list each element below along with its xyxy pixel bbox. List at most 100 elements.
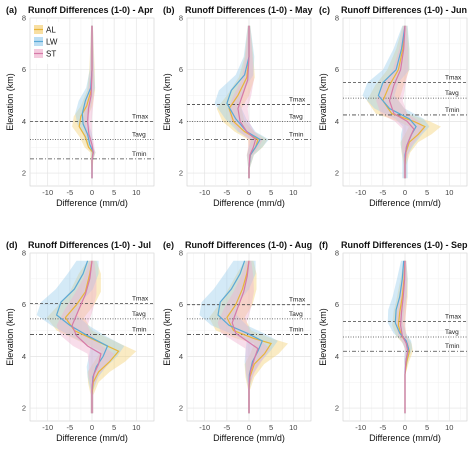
band-lw xyxy=(362,25,430,179)
x-axis-label: Difference (mm/d) xyxy=(213,198,285,208)
x-tick-label: 10 xyxy=(289,423,297,432)
y-axis-label: Elevation (km) xyxy=(5,308,15,366)
y-axis-label: Elevation (km) xyxy=(162,73,172,131)
threshold-label-tavg: Tavg xyxy=(445,329,459,336)
y-tick-label: 8 xyxy=(22,249,26,258)
y-tick-label: 8 xyxy=(335,249,339,258)
y-tick-label: 6 xyxy=(179,65,183,74)
x-tick-label: 5 xyxy=(425,188,429,197)
x-tick-label: 10 xyxy=(289,188,297,197)
x-tick-label: 5 xyxy=(269,188,273,197)
x-tick-label: 5 xyxy=(425,423,429,432)
x-tick-label: -10 xyxy=(355,188,366,197)
y-tick-label: 2 xyxy=(335,169,339,178)
y-tick-label: 6 xyxy=(22,65,26,74)
threshold-label-tmin: Tmin xyxy=(132,151,147,158)
legend: AL LW ST xyxy=(32,22,60,64)
x-axis-label: Difference (mm/d) xyxy=(56,433,128,443)
y-tick-label: 2 xyxy=(22,404,26,413)
y-tick-label: 6 xyxy=(335,300,339,309)
y-axis-label: Elevation (km) xyxy=(5,73,15,131)
panel-title: Runoff Differences (1-0) - May xyxy=(185,5,313,15)
y-tick-label: 4 xyxy=(179,352,183,361)
y-tick-label: 2 xyxy=(179,404,183,413)
x-tick-label: -5 xyxy=(67,188,74,197)
panel-2: (b) Runoff Differences (1-0) - May -10 -5 0 5… xyxy=(162,5,313,208)
series-line-st xyxy=(237,25,257,179)
panel-letter: (d) xyxy=(6,240,18,250)
x-tick-label: -5 xyxy=(380,423,387,432)
y-tick-label: 4 xyxy=(22,352,26,361)
x-tick-label: -10 xyxy=(199,188,210,197)
y-tick-label: 4 xyxy=(335,117,339,126)
panel-title: Runoff Differences (1-0) - Jun xyxy=(341,5,467,15)
y-tick-label: 8 xyxy=(179,249,183,258)
threshold-label-tmax: Tmax xyxy=(289,297,306,304)
y-axis-label: Elevation (km) xyxy=(318,308,328,366)
x-axis-label: Difference (mm/d) xyxy=(213,433,285,443)
threshold-label-tmax: Tmax xyxy=(132,113,149,120)
band-st xyxy=(56,260,115,414)
x-tick-label: 5 xyxy=(269,423,273,432)
panel-letter: (f) xyxy=(319,240,328,250)
band-st xyxy=(376,25,425,179)
panel-title: Runoff Differences (1-0) - Sep xyxy=(341,240,468,250)
x-tick-label: 0 xyxy=(247,188,251,197)
band-al xyxy=(46,260,137,414)
x-tick-label: -10 xyxy=(355,423,366,432)
band-st xyxy=(217,260,271,414)
legend-label-st: ST xyxy=(46,50,56,59)
series-line-st xyxy=(399,260,409,414)
y-axis-label: Elevation (km) xyxy=(162,308,172,366)
x-tick-label: -5 xyxy=(380,188,387,197)
y-tick-label: 4 xyxy=(179,117,183,126)
y-tick-label: 2 xyxy=(335,404,339,413)
threshold-label-tmax: Tmax xyxy=(289,97,306,104)
panel-4: (d) Runoff Differences (1-0) - Jul -10 -5 0 5… xyxy=(5,240,155,443)
band-lw xyxy=(36,260,125,414)
y-tick-label: 6 xyxy=(179,300,183,309)
y-tick-label: 8 xyxy=(179,14,183,23)
series-line-st xyxy=(71,260,102,414)
panel-title: Runoff Differences (1-0) - Apr xyxy=(28,5,154,15)
y-tick-label: 6 xyxy=(335,65,339,74)
panel-3: (c) Runoff Differences (1-0) - Jun -10 -5 0 5… xyxy=(318,5,468,208)
x-tick-label: -5 xyxy=(67,423,74,432)
panel-letter: (b) xyxy=(163,5,175,15)
x-tick-label: -5 xyxy=(224,423,231,432)
panel-1: (a) Runoff Differences (1-0) - Apr -10 -5 0 5… xyxy=(5,5,155,208)
x-tick-label: 0 xyxy=(247,423,251,432)
y-tick-label: 6 xyxy=(22,300,26,309)
threshold-label-tavg: Tavg xyxy=(132,131,146,138)
x-tick-label: -5 xyxy=(224,188,231,197)
series-line-st xyxy=(231,260,259,414)
x-axis-label: Difference (mm/d) xyxy=(56,198,128,208)
threshold-label-tmin: Tmin xyxy=(445,107,460,114)
y-tick-label: 8 xyxy=(335,14,339,23)
x-tick-label: 0 xyxy=(403,423,407,432)
threshold-label-tmax: Tmax xyxy=(445,313,462,320)
threshold-label-tmax: Tmax xyxy=(445,75,462,82)
threshold-label-tavg: Tavg xyxy=(445,90,459,97)
threshold-label-tmin: Tmin xyxy=(445,343,460,350)
threshold-label-tmax: Tmax xyxy=(132,295,149,302)
threshold-label-tavg: Tavg xyxy=(132,311,146,318)
x-tick-label: 0 xyxy=(90,423,94,432)
panel-title: Runoff Differences (1-0) - Jul xyxy=(28,240,151,250)
x-axis-label: Difference (mm/d) xyxy=(369,198,441,208)
y-axis-label: Elevation (km) xyxy=(318,73,328,131)
y-tick-label: 2 xyxy=(22,169,26,178)
threshold-label-tmin: Tmin xyxy=(289,131,304,138)
x-tick-label: 5 xyxy=(112,188,116,197)
series-line-lw xyxy=(217,260,264,414)
x-tick-label: -10 xyxy=(42,188,53,197)
band-al xyxy=(366,25,441,179)
x-tick-label: 10 xyxy=(132,423,140,432)
panel-letter: (c) xyxy=(319,5,330,15)
x-tick-label: 0 xyxy=(403,188,407,197)
series-line-st xyxy=(388,25,415,179)
x-tick-label: 0 xyxy=(90,188,94,197)
y-tick-label: 4 xyxy=(335,352,339,361)
x-tick-label: 10 xyxy=(132,188,140,197)
